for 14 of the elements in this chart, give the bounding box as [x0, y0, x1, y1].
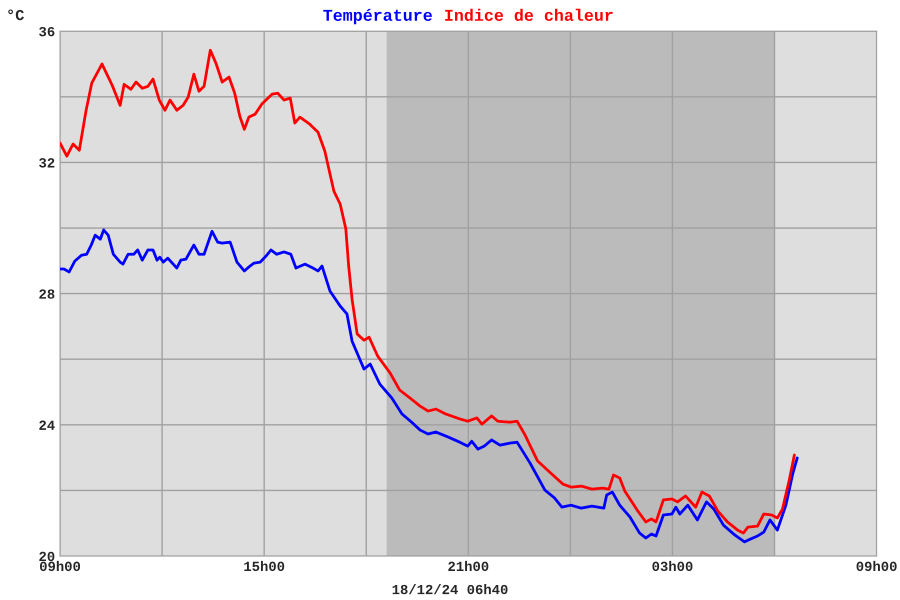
y-tick-label: 24 — [39, 420, 55, 430]
y-tick-label: 36 — [39, 26, 54, 36]
x-tick-label: 15h00 — [244, 560, 284, 572]
y-tick-label: 28 — [39, 289, 54, 299]
x-tick-label: 09h00 — [40, 560, 80, 572]
x-tick-label: 09h00 — [856, 560, 897, 572]
y-axis-title: °C — [8, 9, 24, 20]
text: 18/12/24 06h40 — [392, 584, 508, 594]
text: Température — [323, 8, 432, 24]
x-tick-label: 21h00 — [448, 560, 488, 572]
y-tick-label: 32 — [39, 158, 54, 168]
y-tick-label: 20 — [39, 552, 54, 562]
text: Indice de chaleur — [445, 8, 613, 21]
x-tick-label: 03h00 — [652, 560, 692, 572]
